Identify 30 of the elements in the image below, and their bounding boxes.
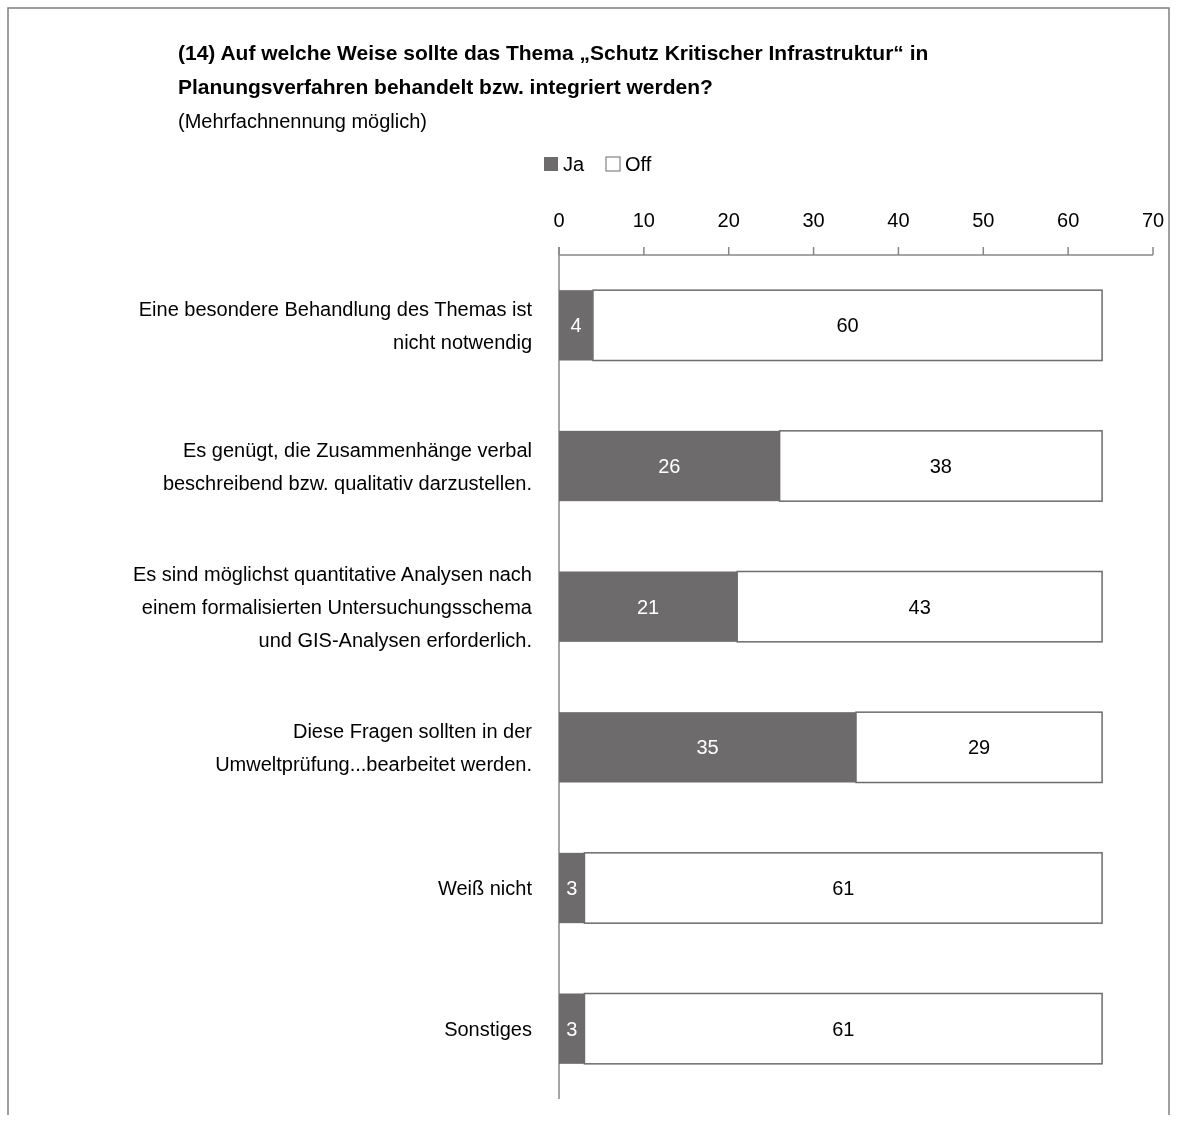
y-tick-label: Sonstiges [444,1017,532,1040]
y-tick-label: Eine besondere Behandlung des Themas ist nicht notwendig [138,297,533,353]
legend-label: Off [625,153,652,175]
data-label: 4 [570,314,582,337]
y-tick-label: Es sind möglichst quantitative Analysen nach einem formalisierten Untersuchungsschema und GIS-Analysen erforderlich. [132,562,533,651]
x-tick-label: 30 [802,209,825,231]
data-label: 38 [929,455,952,477]
y-tick-label: Weiß nicht [437,877,533,899]
data-label: 3 [566,1017,578,1040]
data-label: 21 [636,595,660,618]
data-label: 61 [832,1017,855,1040]
x-tick-label: 50 [972,209,995,231]
chart-title: (14) Auf welche Weise sollte das Thema „Schutz Kritischer Infrastruktur“ in Planungsverfahren behandelt bzw. integriert werden? [178,41,929,98]
data-label: 29 [967,736,991,759]
data-label: 60 [836,314,859,337]
x-tick-label: 0 [553,209,565,231]
y-tick-label: Diese Fragen sollten in der Umweltprüfung...bearbeitet werden. [215,719,533,775]
data-label: 26 [658,455,681,477]
data-label: 35 [696,736,719,759]
x-tick-label: 60 [1057,209,1080,231]
text: (Mehrfachnennung möglich) [178,110,428,132]
data-label: 43 [908,595,931,618]
x-tick-label: 70 [1141,209,1165,231]
data-label: 61 [832,877,855,899]
x-tick-label: 40 [887,209,910,231]
y-tick-label: Es genügt, die Zusammenhänge verbal beschreibend bzw. qualitativ darzustellen. [162,438,532,494]
legend-label: Ja [563,153,585,175]
x-tick-label: 10 [632,209,655,231]
x-tick-label: 20 [717,209,740,231]
data-label: 3 [566,877,578,899]
